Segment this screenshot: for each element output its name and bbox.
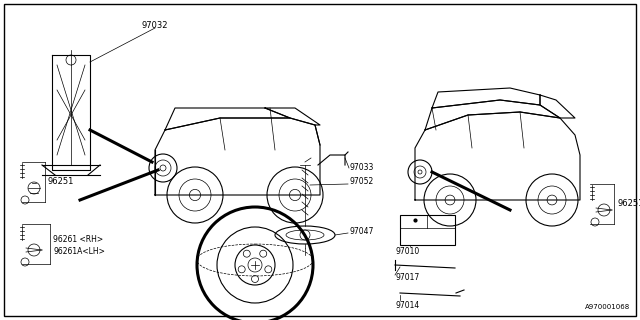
Text: 96251: 96251 — [48, 178, 74, 187]
Text: 97017: 97017 — [395, 274, 419, 283]
Text: 97052: 97052 — [350, 178, 374, 187]
Text: A970001068: A970001068 — [585, 304, 630, 310]
Text: 96261A<LH>: 96261A<LH> — [53, 247, 105, 257]
Text: 97010: 97010 — [395, 247, 419, 257]
Text: 97032: 97032 — [141, 20, 168, 29]
Text: 97047: 97047 — [350, 228, 374, 236]
Text: 96261 <RH>: 96261 <RH> — [53, 236, 103, 244]
Text: 97014: 97014 — [395, 300, 419, 309]
Text: 97033: 97033 — [350, 164, 374, 172]
Bar — [400, 215, 455, 245]
Text: 96251: 96251 — [617, 199, 640, 209]
